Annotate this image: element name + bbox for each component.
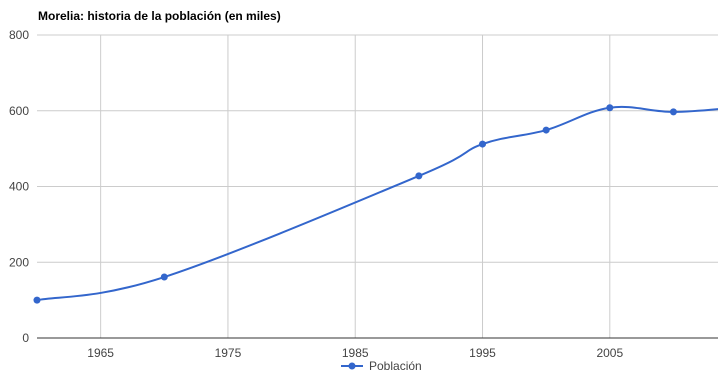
x-tick-label: 1985 [342, 346, 369, 360]
data-point[interactable] [606, 104, 614, 112]
x-tick-label: 1975 [215, 346, 242, 360]
x-tick-label: 1965 [87, 346, 114, 360]
y-tick-label: 800 [9, 28, 29, 42]
data-point[interactable] [542, 126, 550, 134]
y-tick-label: 0 [22, 331, 29, 345]
chart-title: Morelia: historia de la población (en mi… [38, 9, 281, 23]
y-tick-label: 400 [9, 180, 29, 194]
grid-lines [37, 34, 718, 338]
tick-labels: 0 200 400 600 800 1965 1975 1985 1995 2005 [9, 28, 624, 360]
legend-label[interactable]: Población [369, 359, 422, 372]
x-tick-label: 1995 [469, 346, 496, 360]
x-tick-label: 2005 [596, 346, 623, 360]
data-point[interactable] [415, 172, 423, 180]
series-line [36, 105, 718, 302]
series-group [33, 104, 718, 304]
legend-marker [348, 362, 356, 370]
data-point[interactable] [33, 296, 41, 304]
y-tick-label: 600 [9, 104, 29, 118]
data-point[interactable] [479, 140, 487, 148]
y-tick-label: 200 [9, 255, 29, 269]
legend: Población [341, 359, 422, 372]
data-point[interactable] [669, 108, 677, 116]
data-point[interactable] [160, 273, 168, 281]
